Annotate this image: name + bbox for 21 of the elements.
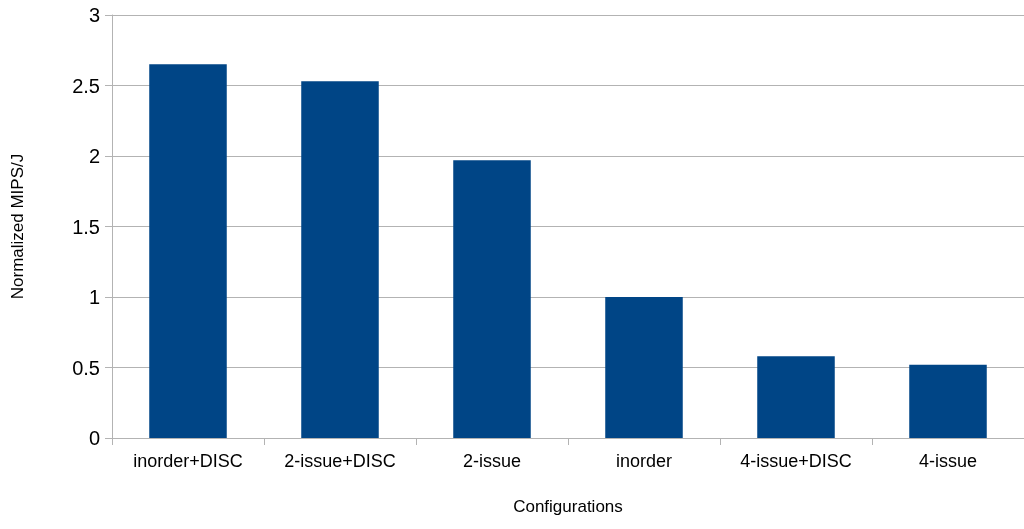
bar [301,81,379,438]
x-tick-label: 2-issue [462,451,522,471]
y-axis-title: Normalized MIPS/J [8,153,27,300]
x-tick-label: inorder [615,451,673,471]
x-axis-title: Configurations [513,497,623,516]
y-tick-label: 0 [88,427,100,449]
bar [909,364,987,438]
y-tick-label: 2.5 [72,74,100,97]
bar [757,356,835,438]
y-tick-label: 2 [88,145,100,167]
bar [149,64,227,438]
x-tick-label: 4-issue [918,451,978,471]
y-tick-label: 3 [88,4,100,26]
y-tick-label: 0.5 [72,356,100,379]
x-tick-label: inorder+DISC [133,451,243,471]
bar [605,297,683,438]
y-tick-label: 1 [88,286,100,308]
x-tick-label: 4-issue+DISC [740,451,852,471]
bar [453,160,531,438]
y-tick-label: 1.5 [72,215,100,238]
x-tick-label: 2-issue+DISC [284,451,396,471]
